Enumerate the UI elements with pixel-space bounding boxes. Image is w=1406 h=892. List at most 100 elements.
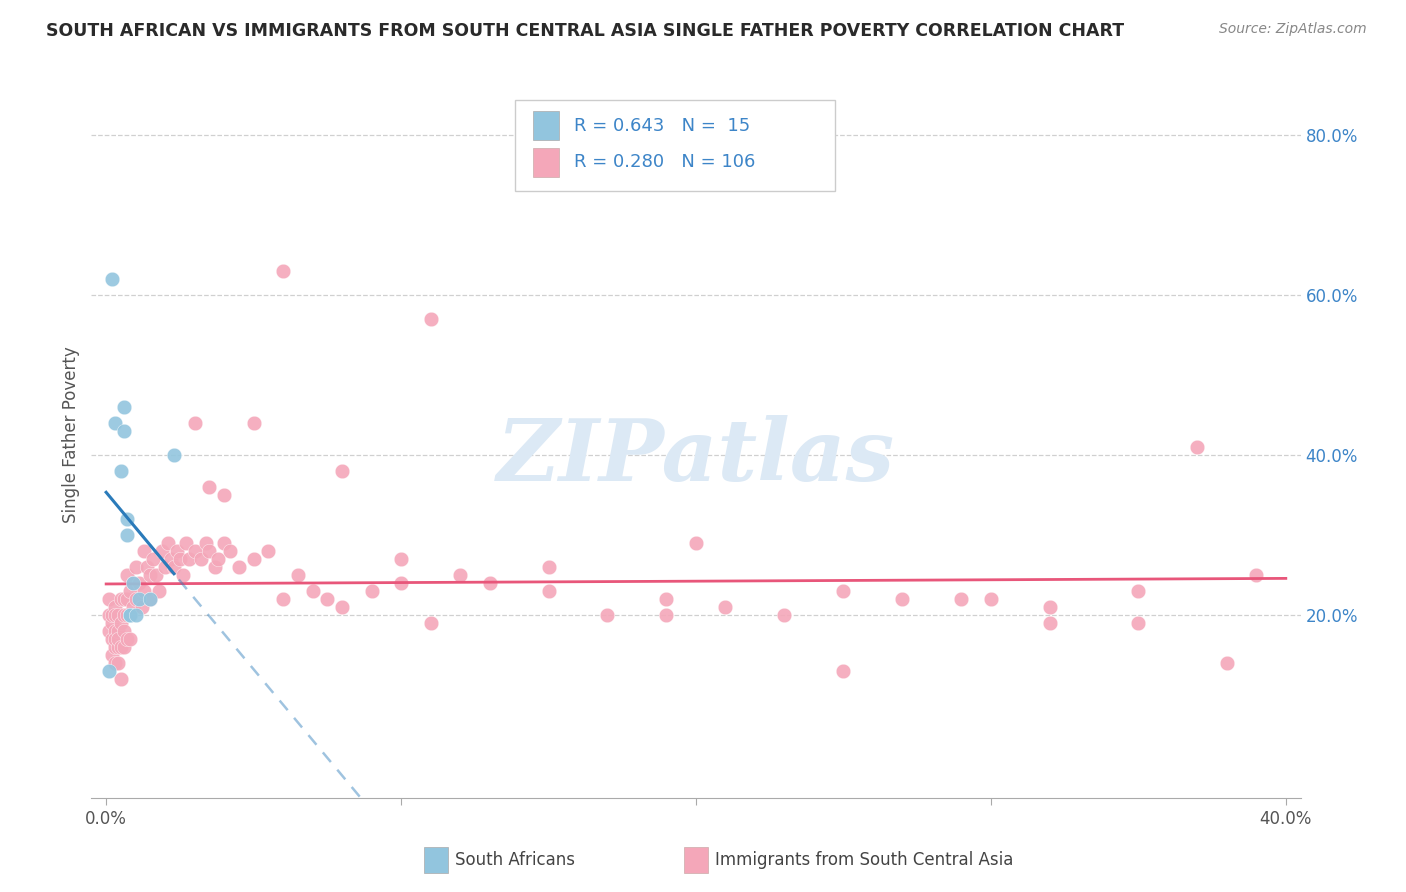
Point <box>228 559 250 574</box>
Point <box>110 591 132 606</box>
Text: R = 0.643   N =  15: R = 0.643 N = 15 <box>574 117 749 135</box>
Point <box>198 543 221 558</box>
Point <box>112 424 135 438</box>
Point <box>128 591 150 606</box>
Point <box>104 607 127 622</box>
Point <box>449 567 471 582</box>
Text: SOUTH AFRICAN VS IMMIGRANTS FROM SOUTH CENTRAL ASIA SINGLE FATHER POVERTY CORREL: SOUTH AFRICAN VS IMMIGRANTS FROM SOUTH C… <box>46 22 1125 40</box>
Point <box>112 591 135 606</box>
Point <box>121 575 143 590</box>
Point <box>271 591 294 606</box>
Point <box>190 551 212 566</box>
Point <box>104 640 127 654</box>
Point <box>950 591 973 606</box>
Point <box>1039 615 1062 630</box>
Point <box>163 448 186 462</box>
Point <box>98 591 121 606</box>
Point <box>115 591 138 606</box>
Point <box>101 607 124 622</box>
Point <box>134 543 156 558</box>
Point <box>1246 567 1268 582</box>
Point <box>118 607 141 622</box>
Point <box>198 480 221 494</box>
Text: South Africans: South Africans <box>456 851 575 869</box>
Point <box>104 632 127 646</box>
Point <box>219 543 242 558</box>
Point <box>330 464 353 478</box>
Point <box>183 416 205 430</box>
Point <box>121 575 143 590</box>
Point <box>242 551 264 566</box>
Text: ZIPatlas: ZIPatlas <box>496 415 896 499</box>
Point <box>212 488 235 502</box>
Point <box>134 583 156 598</box>
Point <box>112 607 135 622</box>
Point <box>287 567 309 582</box>
Point <box>115 512 138 526</box>
Point <box>112 624 135 638</box>
Point <box>360 583 382 598</box>
FancyBboxPatch shape <box>533 148 560 177</box>
Point <box>157 535 180 549</box>
Point <box>1128 615 1150 630</box>
Point <box>118 607 141 622</box>
Point <box>115 607 138 622</box>
Point <box>104 599 127 614</box>
Point <box>773 607 796 622</box>
Point <box>98 624 121 638</box>
Point <box>389 575 412 590</box>
Point <box>166 543 188 558</box>
FancyBboxPatch shape <box>533 112 560 140</box>
Point <box>101 615 124 630</box>
Text: Source: ZipAtlas.com: Source: ZipAtlas.com <box>1219 22 1367 37</box>
Point <box>537 583 560 598</box>
Point <box>330 599 353 614</box>
Point <box>112 640 135 654</box>
Point <box>139 591 162 606</box>
Point <box>655 591 678 606</box>
Point <box>596 607 619 622</box>
Point <box>714 599 737 614</box>
Point <box>128 575 150 590</box>
FancyBboxPatch shape <box>515 101 835 191</box>
Point <box>891 591 914 606</box>
Point <box>107 607 129 622</box>
Point <box>212 535 235 549</box>
Point <box>832 583 855 598</box>
Point <box>301 583 323 598</box>
Point <box>1128 583 1150 598</box>
Y-axis label: Single Father Poverty: Single Father Poverty <box>62 346 80 524</box>
Point <box>685 535 707 549</box>
Point <box>101 648 124 662</box>
Point <box>101 272 124 286</box>
Point <box>242 416 264 430</box>
Point <box>257 543 280 558</box>
Point <box>139 567 162 582</box>
Point <box>174 535 197 549</box>
Point <box>316 591 339 606</box>
Point <box>124 591 146 606</box>
Point <box>389 551 412 566</box>
Point <box>183 543 205 558</box>
Point <box>419 615 441 630</box>
Point <box>1187 440 1209 454</box>
Point <box>271 264 294 278</box>
Point <box>1216 656 1239 670</box>
Point <box>110 640 132 654</box>
Point <box>169 551 191 566</box>
Point <box>107 656 129 670</box>
Point <box>1039 599 1062 614</box>
Point <box>112 400 135 414</box>
Point <box>204 559 226 574</box>
Point <box>124 607 146 622</box>
FancyBboxPatch shape <box>425 847 449 873</box>
Point <box>115 632 138 646</box>
Point <box>118 607 141 622</box>
Point <box>110 615 132 630</box>
Text: Immigrants from South Central Asia: Immigrants from South Central Asia <box>716 851 1014 869</box>
Point <box>177 551 200 566</box>
Point <box>104 656 127 670</box>
Point <box>980 591 1002 606</box>
Point <box>195 535 218 549</box>
Point <box>655 607 678 622</box>
